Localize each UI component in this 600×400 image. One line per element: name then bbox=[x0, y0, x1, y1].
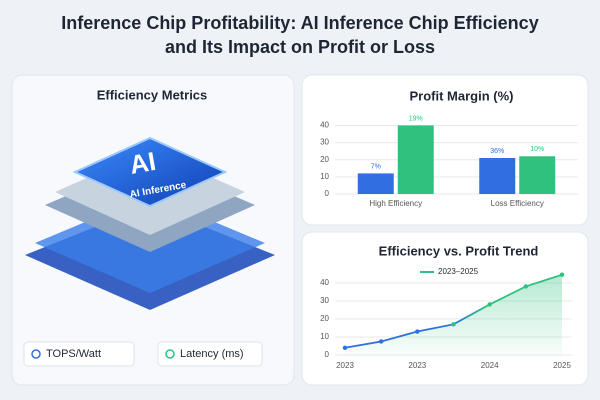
chart-title: Profit Margin (%) bbox=[410, 88, 514, 103]
title: Inference Chip Profitability: AI Inferen… bbox=[61, 13, 538, 33]
y-tick-label: 0 bbox=[325, 189, 330, 198]
bar-annotation: 19% bbox=[409, 115, 423, 122]
x-tick-label: High Efficiency bbox=[369, 199, 422, 208]
y-tick-label: 30 bbox=[320, 296, 329, 305]
panel-title: Efficiency Metrics bbox=[97, 87, 208, 102]
x-tick-label: Loss Efficiency bbox=[491, 199, 544, 208]
x-tick-label: 2023 bbox=[336, 361, 354, 370]
y-tick-label: 20 bbox=[320, 314, 329, 323]
area bbox=[345, 274, 562, 355]
button-label[interactable]: TOPS/Watt bbox=[46, 348, 101, 360]
chip-label: AI bbox=[127, 146, 158, 180]
button-label[interactable]: Latency (ms) bbox=[180, 348, 244, 360]
point bbox=[487, 302, 492, 307]
icon bbox=[165, 349, 175, 359]
bar bbox=[397, 125, 434, 194]
y-tick-label: 20 bbox=[320, 155, 329, 164]
x-tick-label: 2024 bbox=[481, 361, 499, 370]
title: and Its Impact on Profit or Loss bbox=[165, 37, 435, 57]
point bbox=[451, 322, 456, 327]
button[interactable] bbox=[157, 341, 263, 367]
y-tick-label: 10 bbox=[320, 332, 329, 341]
point bbox=[415, 329, 420, 334]
bar-annotation: 10% bbox=[530, 146, 544, 153]
y-tick-label: 40 bbox=[320, 121, 329, 130]
bar-annotation: 7% bbox=[371, 163, 381, 170]
y-tick-label: 40 bbox=[320, 278, 329, 287]
x-tick-label: 2025 bbox=[553, 361, 571, 370]
bar-annotation: 36% bbox=[490, 148, 504, 155]
icon bbox=[31, 349, 41, 359]
point bbox=[523, 284, 529, 289]
point bbox=[559, 272, 565, 277]
y-tick-label: 0 bbox=[325, 350, 330, 359]
y-tick-label: 30 bbox=[320, 138, 329, 147]
point bbox=[378, 339, 384, 344]
bar bbox=[357, 173, 394, 194]
legend-label: 2023–2025 bbox=[438, 267, 479, 276]
bar bbox=[479, 158, 516, 194]
chip-illustration: AI AI Inference bbox=[25, 136, 275, 310]
y-tick-label: 10 bbox=[320, 172, 329, 181]
button[interactable] bbox=[23, 341, 135, 367]
chart-title: Efficiency vs. Profit Trend bbox=[379, 243, 539, 258]
bar bbox=[519, 156, 556, 194]
x-tick-label: 2023 bbox=[408, 361, 426, 370]
point bbox=[342, 345, 348, 350]
